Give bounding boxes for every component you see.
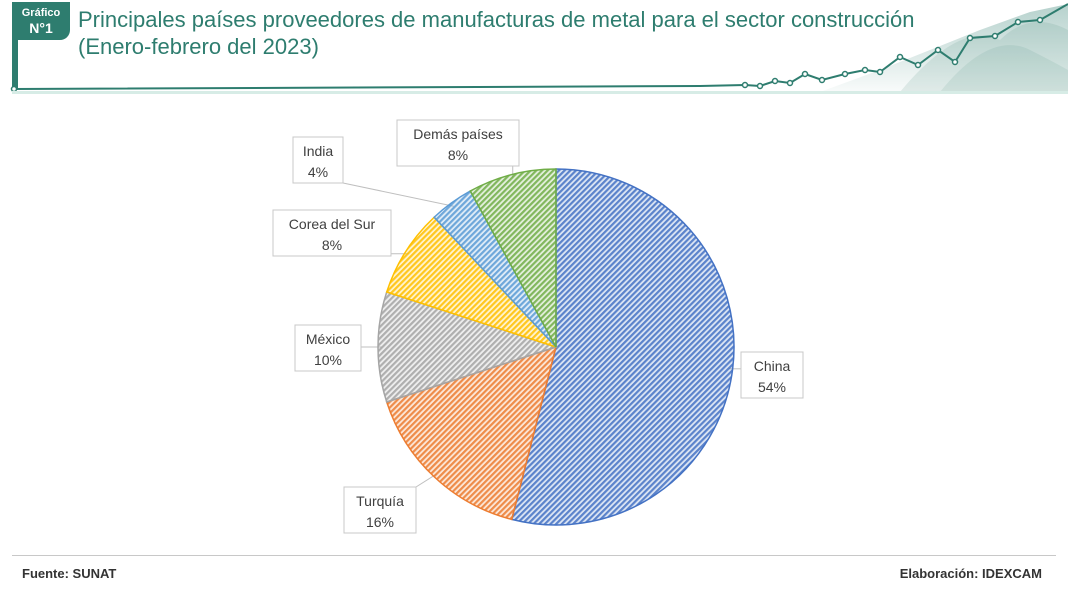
pie-chart: China 54% Turquía 16% México 10% Corea del Sur… (272, 119, 804, 534)
data-label-box-1 (343, 486, 417, 534)
data-label-box-3 (272, 209, 392, 257)
pie-slice-5 (469, 168, 557, 348)
value-label: 10% (314, 352, 342, 368)
data-label-box-2 (294, 324, 362, 372)
title-line-2: (Enero-febrero del 2023) (78, 34, 319, 59)
pie-slice-3 (385, 216, 557, 348)
value-label: 8% (322, 237, 342, 253)
decorative-trend-line (10, 2, 1068, 94)
source-note: Fuente: SUNAT (22, 566, 117, 581)
leader-line-4 (342, 182, 454, 207)
data-label-box-4 (292, 136, 344, 184)
category-label: Demás países (413, 126, 502, 142)
pie-slice-1 (385, 345, 558, 521)
value-label: 8% (448, 147, 468, 163)
pie-slices (377, 168, 735, 526)
category-label: China (754, 358, 791, 374)
value-label: 54% (758, 379, 786, 395)
title-line-1: Principales países proveedores de manufa… (78, 7, 915, 32)
badge-number: N°1 (29, 20, 53, 36)
chart-number-badge: Gráfico N°1 (12, 2, 70, 40)
category-label: Corea del Sur (289, 216, 376, 232)
category-label: India (303, 143, 334, 159)
chart-title: Principales países proveedores de manufa… (78, 6, 914, 60)
pie-slice-0 (510, 168, 735, 526)
category-label: México (306, 331, 351, 347)
chart-header: Gráfico N°1 Principales países proveedor… (0, 0, 1068, 100)
value-label: 16% (366, 514, 394, 530)
data-label-box-5 (396, 119, 520, 167)
value-label: 4% (308, 164, 328, 180)
badge-label: Gráfico (21, 7, 61, 19)
footer-divider (12, 555, 1056, 556)
category-label: Turquía (356, 493, 404, 509)
data-labels: China 54% Turquía 16% México 10% Corea del Sur… (272, 119, 804, 534)
credit-note: Elaboración: IDEXCAM (899, 566, 1042, 581)
data-label-box-0 (740, 351, 804, 399)
pie-slice-2 (377, 291, 559, 403)
